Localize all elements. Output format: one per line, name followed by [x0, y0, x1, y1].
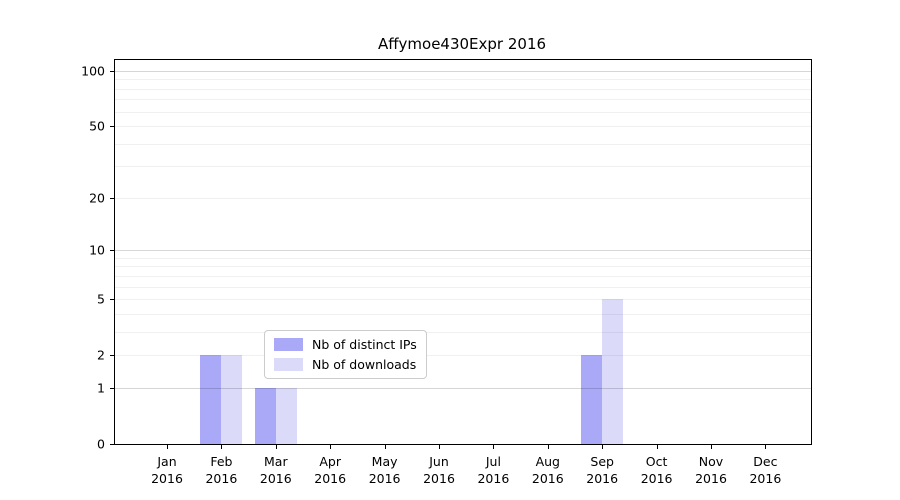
x-tick-mark: [547, 444, 549, 449]
minor-gridline: [115, 79, 811, 81]
legend-item-distinct-ips: Nb of distinct IPs: [274, 337, 417, 352]
x-tick-mark: [493, 444, 495, 449]
bar-nb-of-distinct-ips-feb-2016: [200, 355, 222, 444]
minor-gridline: [115, 166, 811, 168]
bar-nb-of-distinct-ips-mar-2016: [254, 387, 276, 444]
x-tick-mark: [384, 444, 386, 449]
minor-gridline: [115, 286, 811, 288]
x-tick-mark: [602, 444, 604, 449]
y-tick-label: 1: [97, 380, 105, 396]
y-tick-mark: [110, 197, 115, 199]
y-tick-label: 50: [89, 118, 105, 134]
y-tick-mark: [110, 71, 115, 72]
legend-label-downloads: Nb of downloads: [312, 357, 417, 372]
y-tick-label: 5: [97, 291, 105, 307]
plot-area: 0 1 2 5 10 20 50 100 Jan 2016 Feb 2016 Mar 2016 Apr 201…: [81, 59, 812, 486]
minor-gridline: [115, 331, 811, 333]
major-gridline: [115, 71, 811, 72]
minor-gridline: [115, 143, 811, 145]
x-tick-mark: [167, 444, 168, 449]
major-gridline: [115, 250, 811, 252]
bar-nb-of-downloads-feb-2016: [221, 355, 243, 444]
y-tick-mark: [110, 126, 115, 128]
y-tick-mark: [110, 250, 115, 252]
bar-nb-of-downloads-mar-2016: [275, 387, 297, 444]
x-tick-label-apr-2016: Apr 2016: [314, 454, 347, 486]
y-tick-label: 0: [97, 436, 105, 452]
y-tick-mark: [110, 387, 115, 389]
minor-gridline: [115, 299, 811, 301]
x-tick-mark: [330, 444, 332, 449]
minor-gridline: [115, 257, 811, 259]
minor-gridline: [115, 111, 811, 113]
x-tick-label-mar-2016: Mar 2016: [259, 454, 292, 486]
legend-swatch-downloads: [274, 358, 303, 371]
x-tick-mark: [656, 444, 658, 449]
minor-gridline: [115, 88, 811, 90]
y-tick-label: 10: [89, 242, 105, 258]
x-tick-label-dec-2016: Dec 2016: [749, 454, 782, 486]
legend-item-downloads: Nb of downloads: [274, 357, 417, 372]
legend-label-distinct-ips: Nb of distinct IPs: [312, 337, 417, 352]
y-tick-label: 20: [89, 190, 105, 206]
x-tick-label-sep-2016: Sep 2016: [586, 454, 619, 486]
x-tick-mark: [711, 444, 712, 449]
minor-gridline: [115, 126, 811, 128]
legend-swatch-distinct-ips: [274, 338, 303, 351]
minor-gridline: [115, 197, 811, 199]
x-tick-mark: [765, 444, 767, 449]
x-tick-label-aug-2016: Aug 2016: [531, 454, 564, 486]
bar-nb-of-distinct-ips-sep-2016: [581, 355, 603, 444]
y-tick-mark: [110, 299, 115, 301]
y-tick-label: 2: [97, 347, 105, 363]
x-tick-label-jan-2016: Jan 2016: [151, 454, 183, 486]
x-tick-label-jun-2016: Jun 2016: [423, 454, 455, 486]
x-tick-label-may-2016: May 2016: [368, 454, 401, 486]
minor-gridline: [115, 266, 811, 268]
y-tick-mark: [110, 355, 115, 357]
x-tick-label-nov-2016: Nov 2016: [695, 454, 727, 486]
y-tick-label: 100: [81, 63, 105, 79]
x-tick-label-feb-2016: Feb 2016: [205, 454, 238, 486]
x-tick-mark: [275, 444, 277, 449]
y-tick-mark: [110, 444, 115, 445]
legend: Nb of distinct IPs Nb of downloads: [264, 330, 427, 379]
chart-title: Affymoe430Expr 2016: [377, 35, 547, 53]
x-tick-mark: [439, 444, 440, 449]
bar-nb-of-downloads-sep-2016: [602, 299, 624, 444]
x-tick-label-oct-2016: Oct 2016: [640, 454, 673, 486]
minor-gridline: [115, 275, 811, 277]
x-tick-mark: [221, 444, 223, 449]
x-tick-label-jul-2016: Jul 2016: [477, 454, 510, 486]
minor-gridline: [115, 313, 811, 315]
minor-gridline: [115, 99, 811, 101]
